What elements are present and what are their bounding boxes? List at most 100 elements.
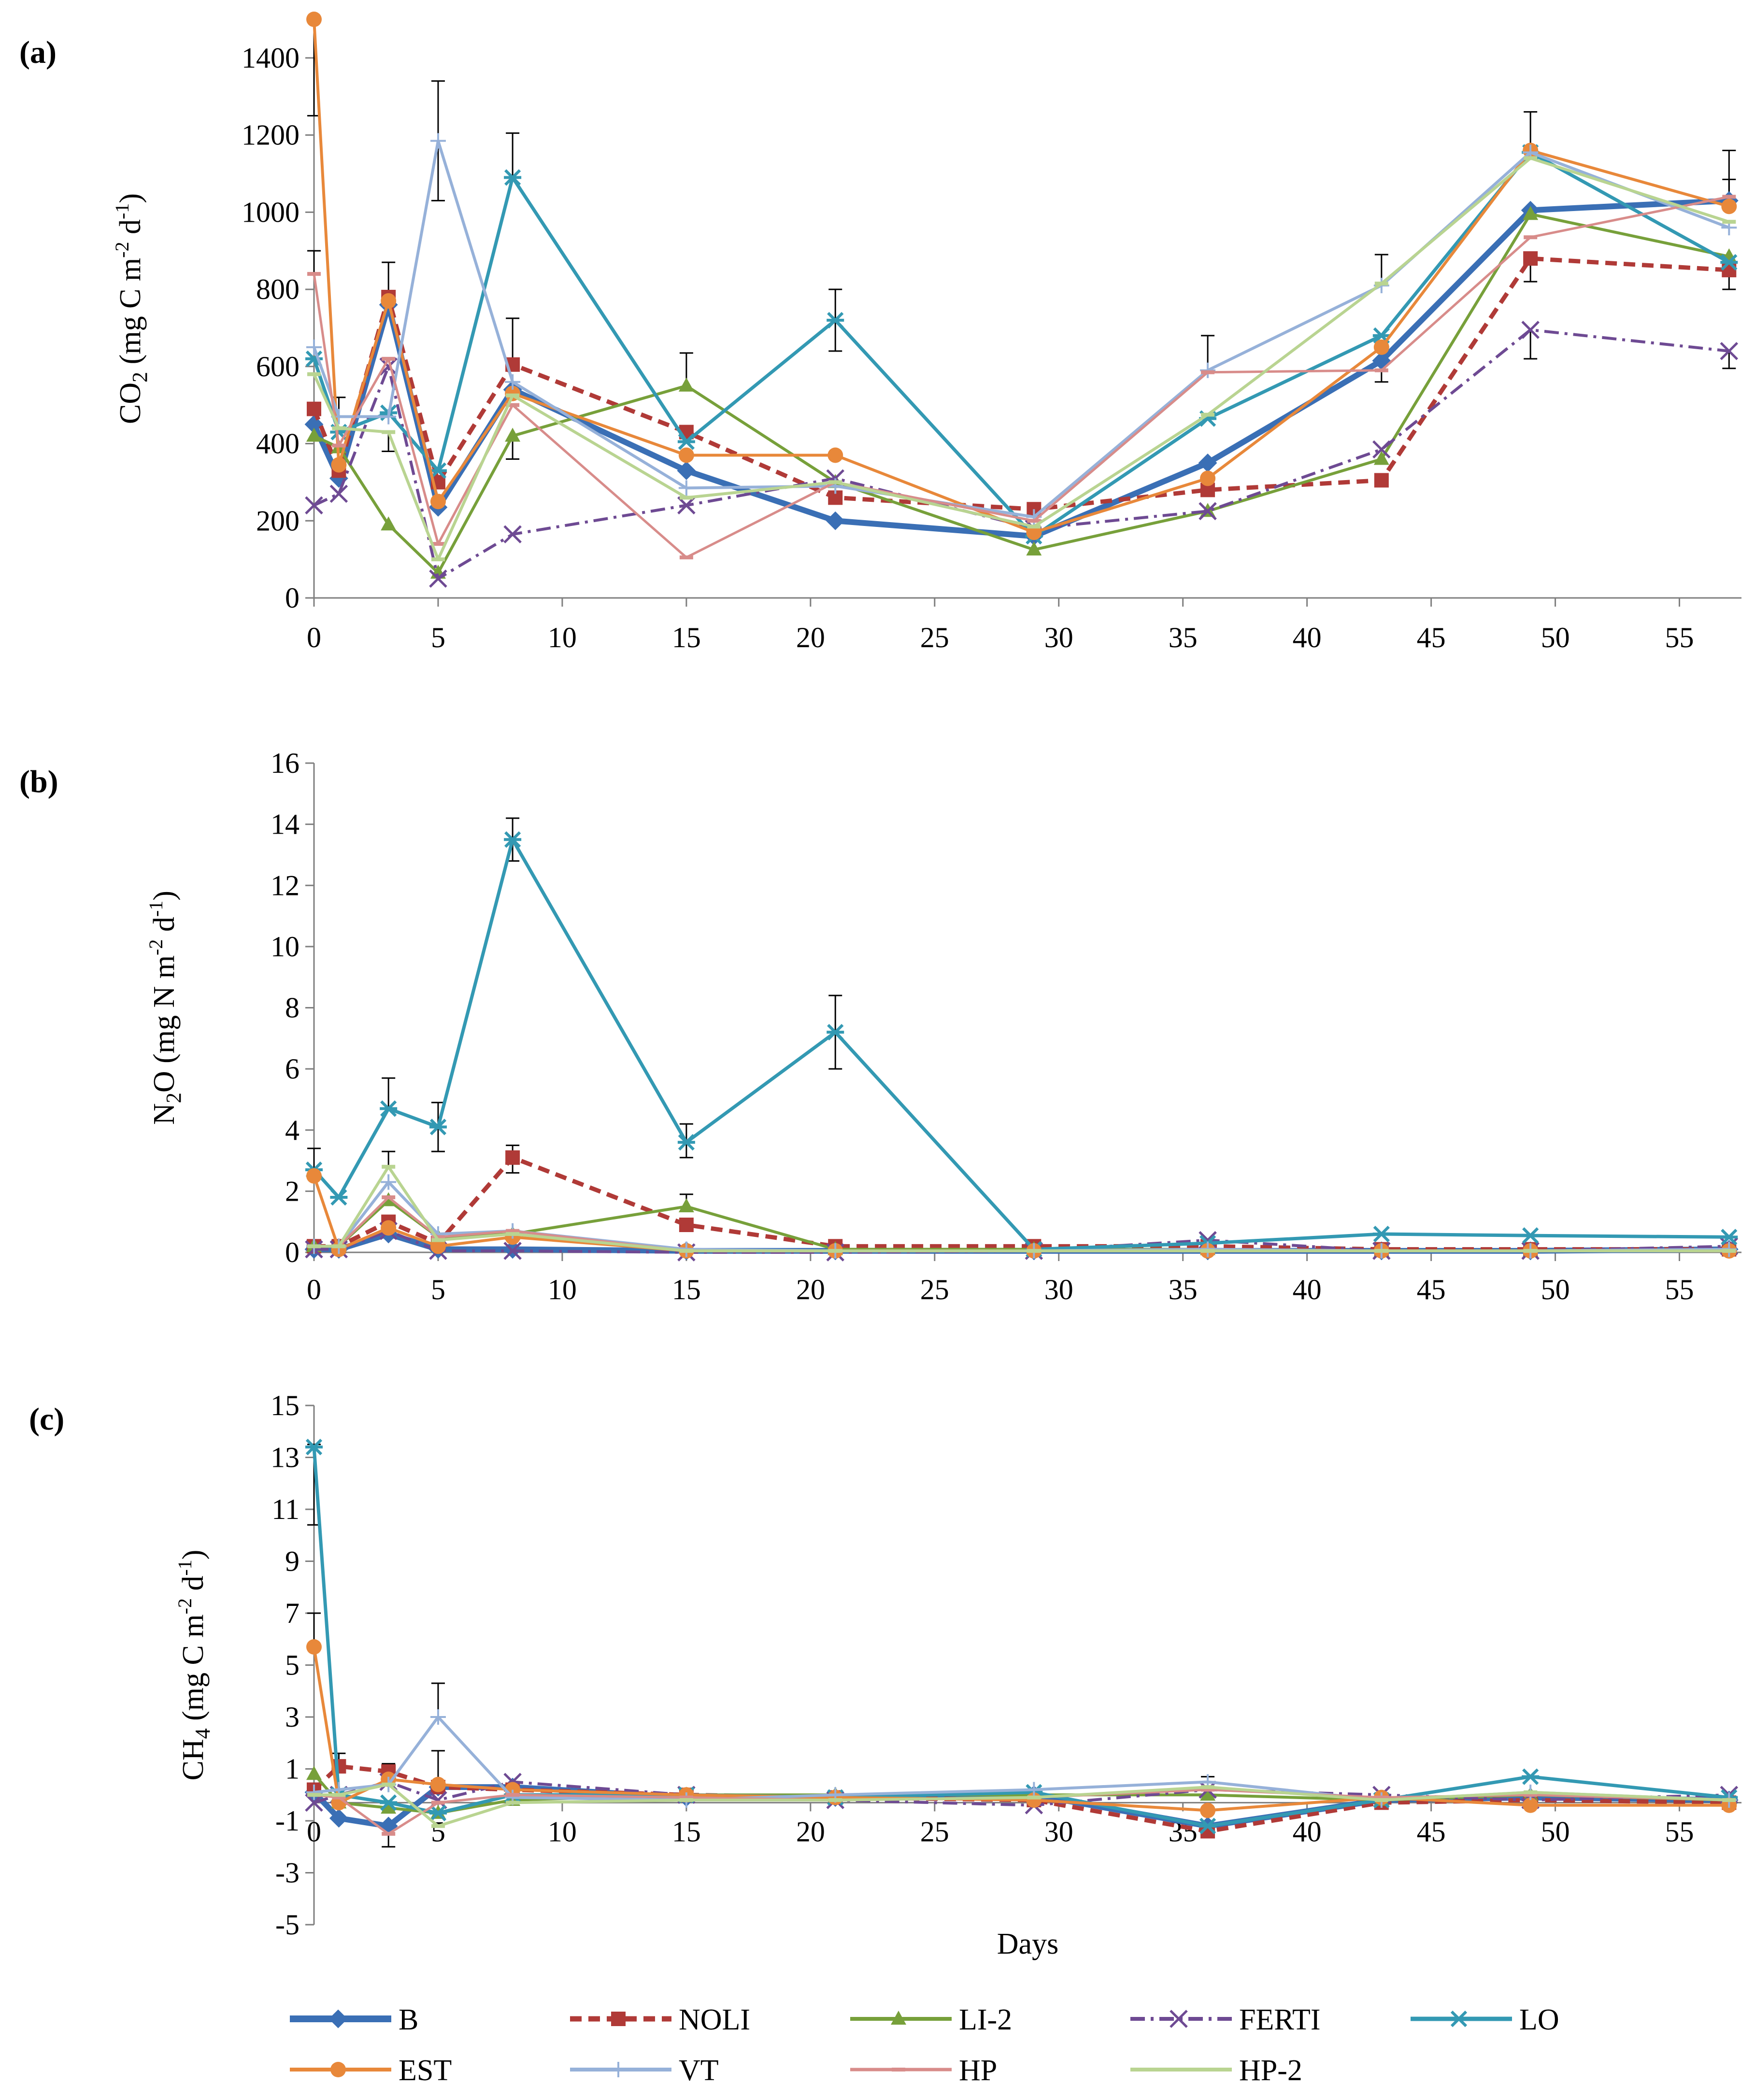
- data-point: [329, 484, 348, 503]
- panel-label: (a): [19, 35, 57, 70]
- data-point: [505, 1150, 520, 1165]
- data-point: [827, 312, 844, 329]
- series-line: [313, 213, 1729, 575]
- error-bar: [506, 317, 520, 365]
- legend-item-li-2[interactable]: LI-2: [850, 2003, 1012, 2036]
- data-point: [1721, 199, 1737, 214]
- data-point: [430, 494, 446, 510]
- data-point: [677, 433, 695, 450]
- y-tick-label: 16: [271, 747, 300, 779]
- error-bar: [431, 1127, 445, 1152]
- data-point: [379, 357, 398, 376]
- x-tick-label: 10: [548, 1274, 577, 1305]
- data-point: [1523, 206, 1539, 220]
- data-point: [677, 461, 696, 480]
- legend-marker: [1170, 2010, 1188, 2028]
- legend-label: LO: [1519, 2003, 1559, 2036]
- legend-marker: [330, 2062, 346, 2077]
- x-tick-label: 20: [796, 1816, 825, 1847]
- series-line: [314, 1165, 1729, 1252]
- x-tick-label: 15: [672, 1816, 701, 1847]
- x-tick-label: 25: [920, 1274, 949, 1305]
- y-axis-label-part: (mg C m: [114, 258, 147, 372]
- legend: B NOLI LI-2 FERTI LO EST VT HP HP-2: [290, 2003, 1559, 2087]
- y-tick-label: 0: [285, 1236, 300, 1268]
- series-line: [312, 1447, 1729, 1828]
- y-tick-label: 1: [285, 1753, 300, 1785]
- y-axis-label-part: -2: [111, 242, 133, 258]
- error-bar: [828, 1032, 842, 1070]
- series-ferti: [305, 321, 1739, 588]
- x-tick-label: 50: [1541, 622, 1570, 653]
- y-tick-label: 200: [256, 505, 300, 537]
- series-line: [312, 256, 1729, 511]
- x-tick-label: 15: [672, 622, 701, 653]
- y-axis-label-part: CO: [114, 383, 147, 424]
- y-tick-label: 13: [271, 1442, 300, 1474]
- y-tick-label: 0: [285, 582, 300, 614]
- x-tick-label: 25: [920, 622, 949, 653]
- legend-marker: [611, 2062, 626, 2077]
- x-tick-label: 30: [1044, 1274, 1073, 1305]
- legend-label: EST: [399, 2054, 452, 2087]
- series-line: [314, 1199, 1729, 1252]
- y-tick-label: 2: [285, 1175, 300, 1207]
- x-tick-label: 50: [1541, 1274, 1570, 1305]
- legend-item-noli[interactable]: NOLI: [570, 2003, 750, 2036]
- data-point: [381, 1800, 397, 1814]
- legend-label: LI-2: [959, 2003, 1012, 2036]
- y-axis-label: CO2 (mg C m-2 d-1): [111, 193, 152, 424]
- series-line: [314, 1180, 1729, 1252]
- series-hp-2: [307, 156, 1736, 562]
- data-point: [677, 496, 696, 515]
- data-point: [1720, 342, 1739, 360]
- data-point: [678, 377, 694, 392]
- x-tick-label: 55: [1665, 1816, 1694, 1847]
- panel-label: (c): [29, 1402, 64, 1437]
- data-point: [1523, 251, 1538, 266]
- legend-item-ferti[interactable]: FERTI: [1130, 2003, 1321, 2036]
- error-bar: [506, 132, 520, 178]
- data-point: [429, 569, 447, 588]
- series-line: [314, 1783, 1729, 1828]
- y-axis-label-part: d: [148, 917, 181, 939]
- legend-item-b[interactable]: B: [290, 2003, 418, 2036]
- series-line: [313, 837, 1729, 1251]
- series-hp: [307, 1195, 1736, 1253]
- y-tick-label: -5: [275, 1909, 300, 1941]
- data-point: [1523, 1797, 1539, 1813]
- error-bar: [307, 1148, 321, 1170]
- data-point: [1522, 1768, 1540, 1785]
- data-point: [430, 1709, 446, 1725]
- series-line: [313, 328, 1729, 581]
- legend-marker: [891, 2011, 906, 2025]
- legend-item-hp-2[interactable]: HP-2: [1130, 2054, 1302, 2087]
- y-tick-label: 4: [285, 1114, 300, 1146]
- y-tick-label: 12: [271, 869, 300, 901]
- data-point: [307, 401, 321, 416]
- y-tick-label: 400: [256, 428, 300, 460]
- y-tick-label: 10: [271, 931, 300, 963]
- x-tick-label: 5: [431, 622, 445, 653]
- data-point: [1026, 1782, 1042, 1798]
- data-point: [306, 1639, 322, 1655]
- data-point: [306, 12, 322, 27]
- series-vt: [306, 1174, 1737, 1259]
- error-bar: [431, 141, 445, 201]
- y-axis-label-part: 4: [191, 1728, 214, 1739]
- x-tick-label: 0: [307, 1274, 321, 1305]
- y-axis-label-part: d: [177, 1576, 210, 1599]
- y-axis-label-part: (mg C m: [177, 1614, 210, 1728]
- legend-item-est[interactable]: EST: [290, 2054, 452, 2087]
- x-tick-label: 0: [307, 622, 321, 653]
- legend-item-hp[interactable]: HP: [850, 2054, 997, 2087]
- data-point: [306, 1766, 322, 1780]
- y-tick-label: 11: [271, 1493, 300, 1525]
- data-point: [330, 1189, 348, 1206]
- x-tick-label: 45: [1417, 1816, 1446, 1847]
- data-point: [329, 1809, 348, 1828]
- legend-item-lo[interactable]: LO: [1411, 2003, 1559, 2036]
- series-line: [313, 195, 1729, 559]
- legend-item-vt[interactable]: VT: [570, 2054, 719, 2087]
